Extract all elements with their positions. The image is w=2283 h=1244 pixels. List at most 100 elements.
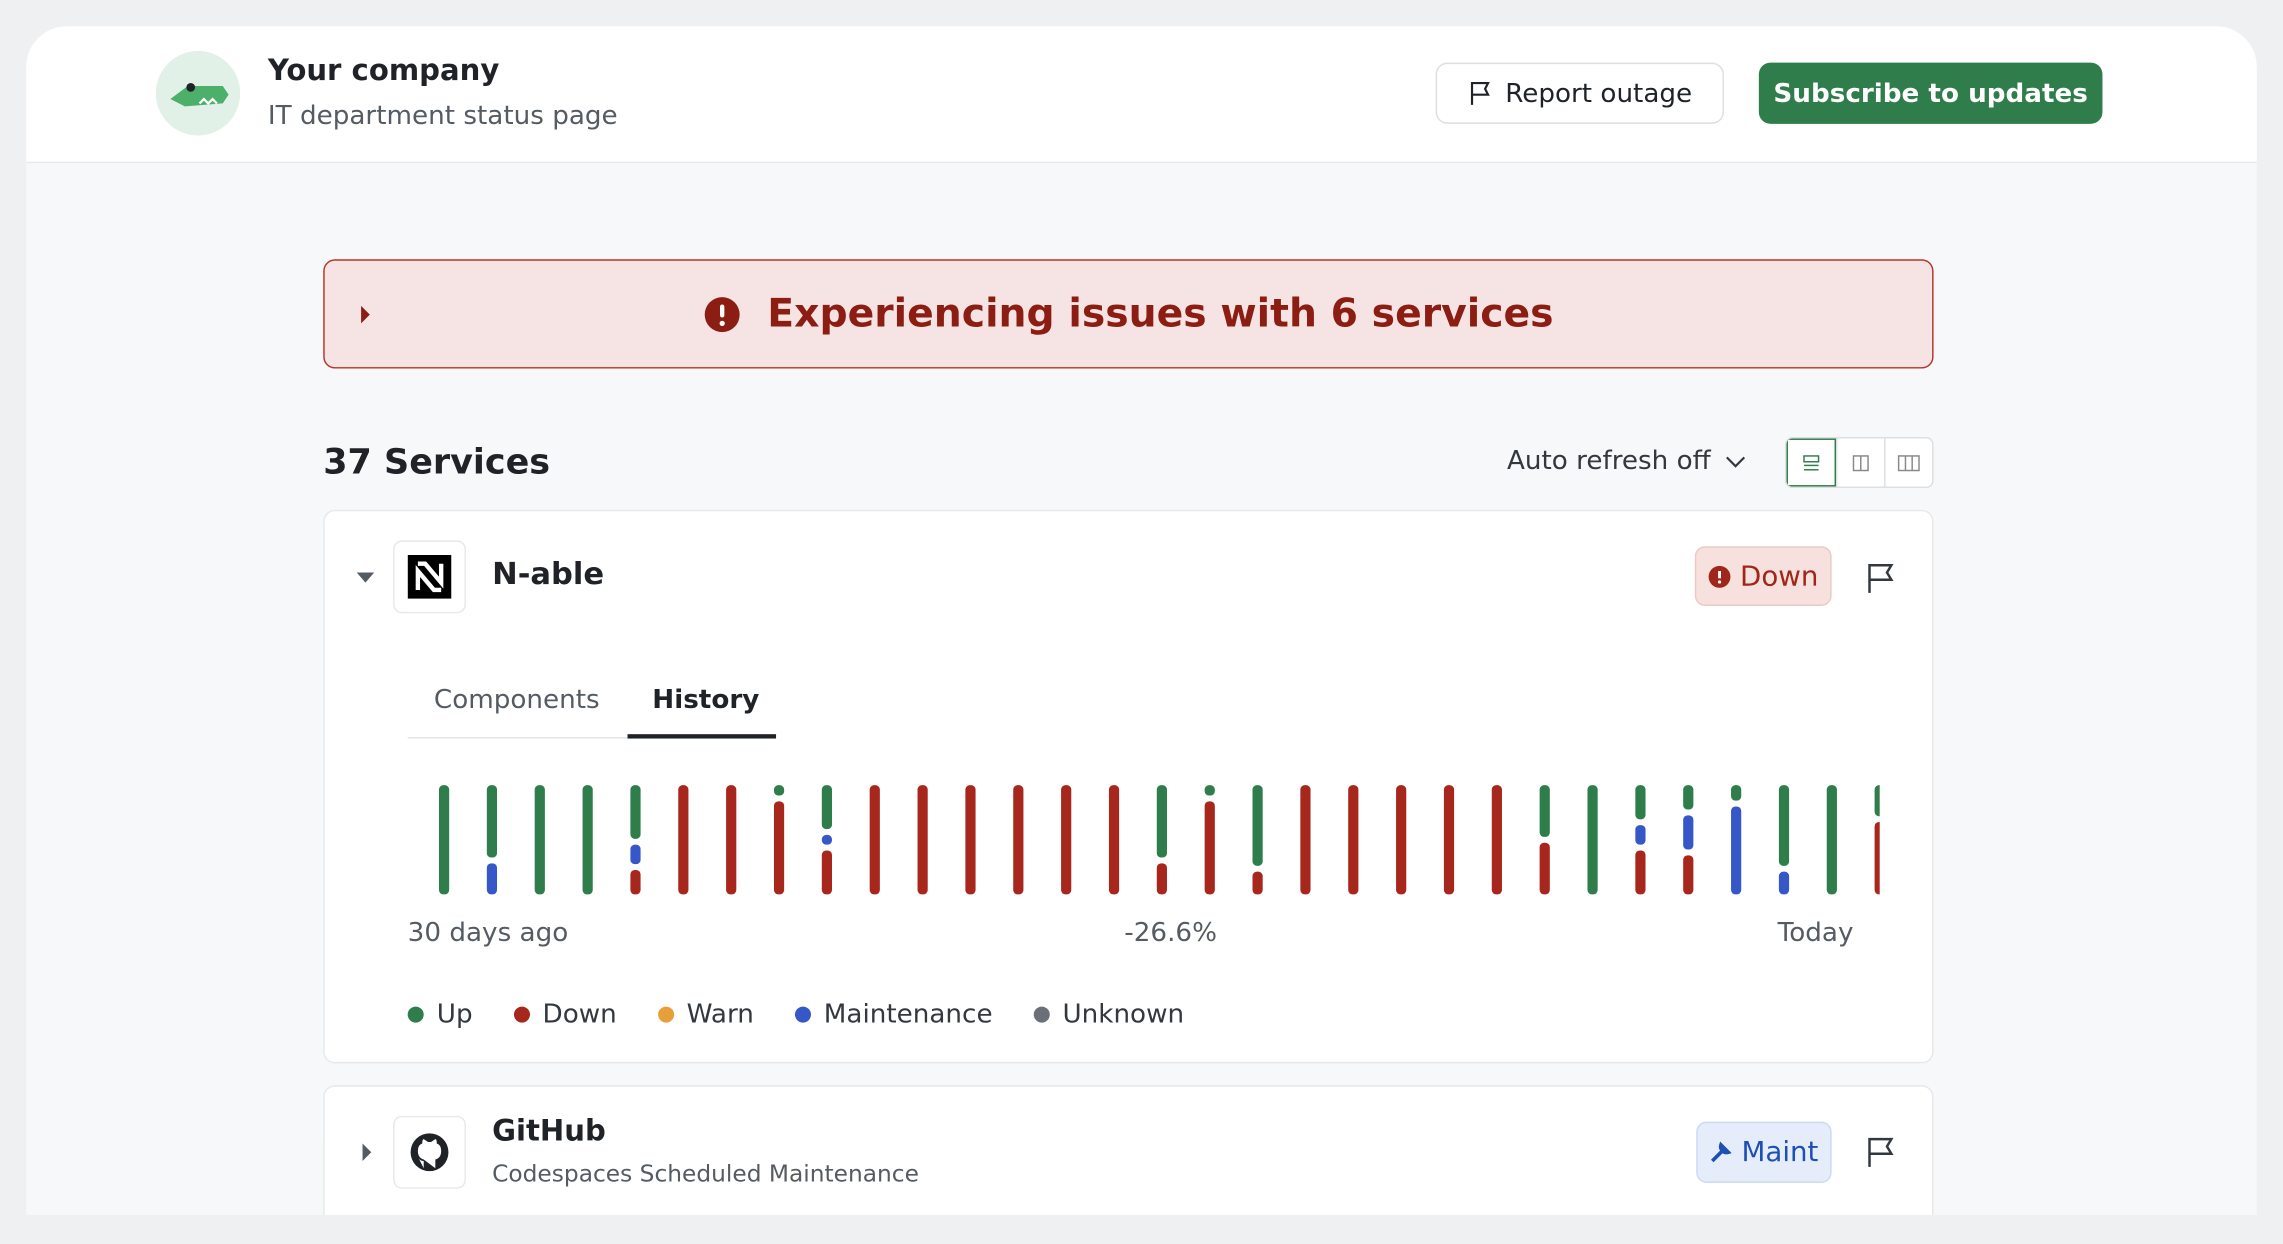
status-text: Maint — [1741, 1136, 1819, 1169]
legend: Up Down Warn Maintenance Unknown — [407, 999, 1184, 1030]
history-segment — [965, 785, 976, 895]
history-segment — [773, 785, 785, 796]
history-segment — [1587, 785, 1598, 895]
legend-item: Down — [513, 999, 617, 1030]
legend-dot — [794, 1006, 811, 1023]
legend-dot — [1033, 1006, 1050, 1023]
history-segment — [630, 870, 641, 895]
report-outage-button[interactable]: Report outage — [1435, 62, 1724, 124]
history-segment — [1204, 801, 1215, 895]
history-uptime-label: -26.6% — [1124, 917, 1217, 949]
service-name: GitHub — [492, 1112, 606, 1148]
history-segment — [1826, 785, 1837, 895]
history-segment — [1300, 785, 1311, 895]
service-logo — [393, 1115, 466, 1189]
view-three-columns[interactable] — [1884, 438, 1932, 487]
button-label: Report outage — [1505, 77, 1693, 109]
legend-label: Unknown — [1062, 999, 1185, 1030]
history-segment — [1156, 785, 1167, 858]
history-segment — [534, 785, 545, 895]
history-segment — [1874, 785, 1880, 817]
history-segment — [678, 785, 689, 895]
history-segment — [821, 785, 833, 830]
history-segment — [1683, 785, 1694, 810]
legend-dot — [513, 1006, 530, 1023]
header: Your company IT department status page R… — [26, 26, 2257, 164]
tab-divider — [407, 737, 628, 739]
history-segment — [726, 785, 737, 895]
history-segment — [821, 834, 833, 845]
history-segment — [1061, 785, 1072, 895]
history-segment — [1443, 785, 1455, 895]
legend-dot — [407, 1006, 424, 1023]
history-segment — [1252, 785, 1263, 866]
history-segment — [1683, 815, 1694, 850]
tab[interactable]: Components — [433, 684, 600, 716]
auto-refresh-label: Auto refresh off — [1506, 445, 1711, 477]
services-heading: 37 Services — [323, 441, 551, 483]
legend-dot — [657, 1006, 674, 1023]
auto-refresh-dropdown[interactable]: Auto refresh off — [1506, 445, 1746, 477]
view-toggle — [1785, 437, 1934, 488]
status-text: Down — [1740, 560, 1819, 593]
subscribe-button[interactable]: Subscribe to updates — [1758, 62, 2103, 124]
history-segment — [630, 785, 641, 839]
company-subtitle: IT department status page — [267, 100, 618, 132]
service-card: N-able Down Components History 30 days a… — [323, 509, 1934, 1064]
legend-item: Unknown — [1033, 999, 1184, 1030]
report-flag[interactable] — [1865, 1136, 1897, 1168]
view-list[interactable] — [1786, 438, 1837, 487]
company-name: Your company — [267, 52, 500, 88]
service-card: GitHub Codespaces Scheduled Maintenance … — [323, 1085, 1934, 1215]
history-segment — [1635, 785, 1646, 820]
history-segment — [869, 785, 880, 895]
history-segment — [1635, 825, 1646, 845]
history-segment — [486, 863, 498, 895]
history-segment — [1731, 806, 1742, 895]
history-segment — [1778, 871, 1790, 895]
legend-item: Up — [407, 999, 473, 1030]
legend-label: Up — [436, 999, 473, 1030]
status-badge: Down — [1694, 546, 1832, 606]
banner-text: Experiencing issues with 6 services — [767, 291, 1554, 337]
history-segment — [1539, 785, 1550, 837]
history-end-label: Today — [1777, 917, 1854, 949]
history-segment — [821, 850, 833, 895]
company-logo — [155, 50, 241, 136]
service-description: Codespaces Scheduled Maintenance — [492, 1159, 919, 1188]
history-segment — [1635, 850, 1646, 895]
history-segment — [1874, 822, 1880, 895]
legend-label: Down — [542, 999, 617, 1030]
legend-item: Maintenance — [794, 999, 993, 1030]
history-segment — [1348, 785, 1359, 895]
history-segment — [1108, 785, 1120, 895]
issues-banner[interactable]: Experiencing issues with 6 services — [323, 259, 1934, 369]
history-segment — [1731, 785, 1742, 801]
history-segment — [582, 785, 593, 895]
history-segment — [1013, 785, 1024, 895]
history-segment — [1491, 785, 1502, 895]
tab-underline — [627, 734, 777, 739]
history-segment — [1778, 785, 1790, 866]
history-segment — [1683, 855, 1694, 895]
history-segment — [1539, 842, 1550, 895]
service-logo — [393, 540, 466, 614]
report-flag[interactable] — [1865, 562, 1897, 594]
history-segment — [1396, 785, 1407, 895]
collapse-caret[interactable] — [355, 570, 375, 585]
view-two-columns[interactable] — [1836, 438, 1884, 487]
history-segment — [1204, 785, 1215, 796]
history-segment — [630, 844, 641, 865]
legend-item: Warn — [657, 999, 754, 1030]
legend-label: Warn — [686, 999, 754, 1030]
legend-label: Maintenance — [823, 999, 993, 1030]
history-segment — [438, 785, 450, 895]
history-segment — [1252, 871, 1263, 895]
expand-caret[interactable] — [360, 1142, 375, 1162]
history-segment — [486, 785, 498, 858]
status-page: Your company IT department status page R… — [26, 26, 2257, 1215]
button-label: Subscribe to updates — [1773, 77, 2088, 109]
tab-active[interactable]: History — [652, 684, 760, 716]
